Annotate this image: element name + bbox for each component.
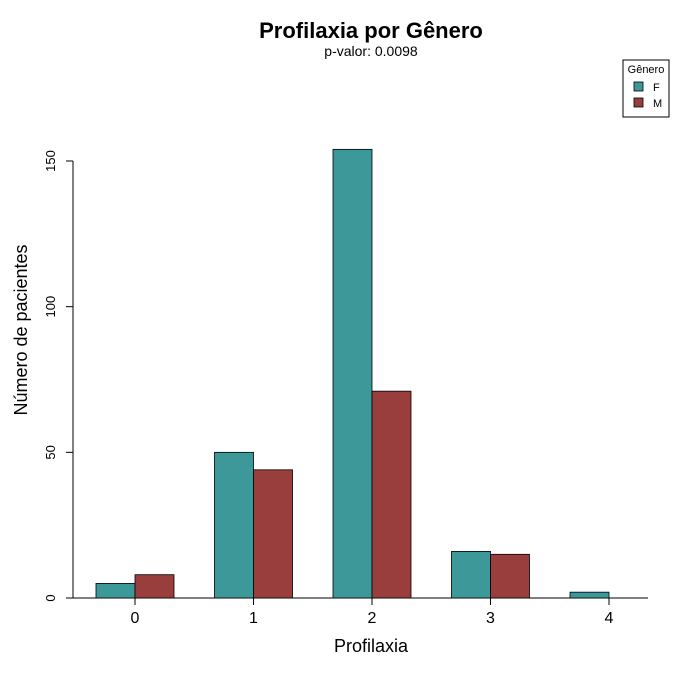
x-tick-label: 2 <box>368 610 377 627</box>
x-tick-label: 0 <box>131 610 140 627</box>
x-tick-label: 3 <box>486 610 495 627</box>
x-tick-label: 1 <box>249 610 258 627</box>
legend-box <box>622 59 670 118</box>
legend-label-f: F <box>653 82 660 94</box>
legend-label-m: M <box>653 98 662 110</box>
x-tick-label: 4 <box>605 610 614 627</box>
y-tick-label: 50 <box>43 445 58 459</box>
bar-m-0 <box>134 574 175 599</box>
bars <box>95 148 610 599</box>
x-axis-ticks: 0 1 2 3 4 <box>131 598 614 627</box>
legend: Gênero F M <box>622 59 670 118</box>
bar-f-0 <box>95 583 136 599</box>
bar-f-3 <box>451 550 491 599</box>
chart-subtitle: p-valor: 0.0098 <box>324 43 418 59</box>
legend-swatch-m <box>633 97 644 108</box>
y-tick-label: 150 <box>43 150 58 172</box>
bar-m-1 <box>253 469 293 599</box>
bar-f-1 <box>214 451 254 599</box>
bar-f-2 <box>332 148 373 599</box>
bar-m-3 <box>490 553 530 599</box>
y-tick-label: 100 <box>43 296 58 318</box>
x-axis-title: Profilaxia <box>334 636 409 656</box>
y-axis-ticks: 0 50 100 150 <box>43 150 73 602</box>
chart-title: Profilaxia por Gênero <box>259 18 483 43</box>
legend-swatch-f <box>633 81 644 92</box>
legend-title: Gênero <box>628 64 665 76</box>
y-tick-label: 0 <box>43 594 58 601</box>
bar-m-2 <box>371 390 412 599</box>
bar-f-4 <box>569 591 610 599</box>
y-axis-title: Número de pacientes <box>11 244 31 415</box>
